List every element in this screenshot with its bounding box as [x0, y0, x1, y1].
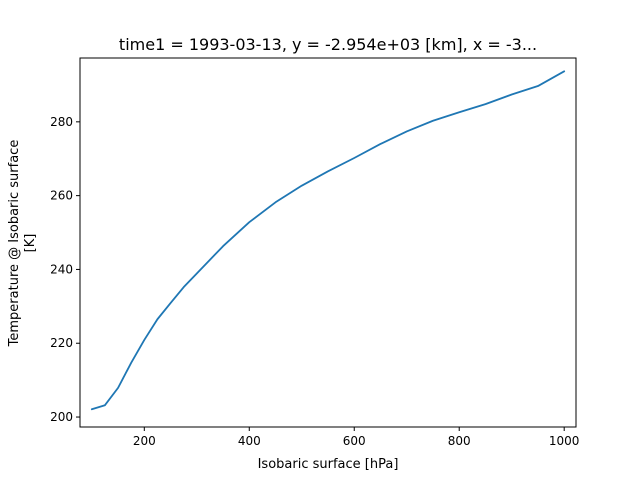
y-tick-label-0: 200: [50, 410, 73, 424]
x-axis-label: Isobaric surface [hPa]: [258, 457, 399, 472]
y-axis-label-line2: [K]: [23, 234, 38, 253]
y-tick-label-2: 240: [50, 262, 73, 276]
x-tick-label-2: 600: [343, 434, 366, 448]
y-tick-label-1: 220: [50, 336, 73, 350]
y-tick-label-4: 280: [50, 115, 73, 129]
y-axis-label-line1: Temperature @ Isobaric surface: [7, 140, 22, 348]
series-line-0: [90, 70, 566, 411]
chart-title: time1 = 1993-03-13, y = -2.954e+03 [km],…: [119, 35, 537, 54]
x-tick-label-1: 400: [238, 434, 261, 448]
x-tick-label-4: 1000: [549, 434, 580, 448]
x-tick-label-3: 800: [448, 434, 471, 448]
x-tick-label-0: 200: [133, 434, 156, 448]
y-tick-label-3: 260: [50, 189, 73, 203]
plot-frame: [79, 57, 577, 428]
